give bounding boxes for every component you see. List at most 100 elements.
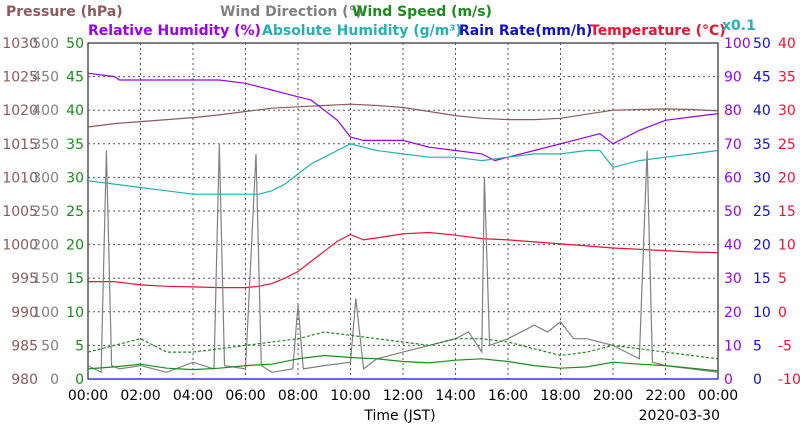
y-tick-label-relative-humidity: 80 <box>724 103 742 119</box>
y-tick-label-temperature: 0 <box>778 305 787 321</box>
x-tick-label: 00:00 <box>698 388 738 404</box>
y-tick-label-wind-direction: 350 <box>32 137 59 153</box>
y-tick-label-rain-rate: 35 <box>753 137 771 153</box>
y-tick-label-temperature: 35 <box>778 70 796 86</box>
x-tick-label: 22:00 <box>645 388 685 404</box>
y-tick-label-wind-direction: 500 <box>32 36 59 52</box>
x-tick-label: 04:00 <box>173 388 213 404</box>
x-tick-label: 08:00 <box>278 388 318 404</box>
series-line-wind-direction <box>87 143 719 374</box>
series-line-temperature-c <box>88 231 719 289</box>
y-tick-label-wind-speed: 20 <box>66 238 84 254</box>
x-tick-label: 14:00 <box>435 388 475 404</box>
y-tick-label-relative-humidity: 90 <box>724 70 742 86</box>
y-tick-label-temperature: 25 <box>778 137 796 153</box>
y-tick-label-relative-humidity: 50 <box>724 204 742 220</box>
y-tick-label-pressure: 1025 <box>2 70 38 86</box>
y-tick-label-pressure: 1030 <box>2 36 38 52</box>
y-tick-label-relative-humidity: 0 <box>724 372 733 388</box>
y-tick-label-wind-direction: 450 <box>32 70 59 86</box>
series-line-relative-humidity <box>87 72 719 162</box>
x-tick-label: 02:00 <box>120 388 160 404</box>
y-tick-label-wind-direction: 0 <box>50 372 59 388</box>
y-tick-label-rain-rate: 25 <box>753 204 771 220</box>
y-tick-label-wind-speed: 50 <box>66 36 84 52</box>
y-tick-label-temperature: 30 <box>778 103 796 119</box>
legend-entry: Temperature (°C) <box>590 23 726 39</box>
legend-entry: Absolute Humidity (g/m³) <box>262 23 462 39</box>
x-tick-label: 06:00 <box>225 388 265 404</box>
y-tick-label-relative-humidity: 40 <box>724 238 742 254</box>
series-line-wind-speed-gust <box>87 331 719 360</box>
scale-note: x0.1 <box>722 18 756 34</box>
y-tick-label-wind-speed: 45 <box>66 70 84 86</box>
chart-header: Pressure (hPa) Wind Direction (°)Wind Spe… <box>6 4 756 39</box>
y-tick-label-pressure: 1010 <box>2 170 38 186</box>
tick-labels: 00:00 02:00 04:00 06:00 08:00 10:00 12:00 14:00… <box>2 36 800 404</box>
series-line-wind-speed-m-s <box>87 354 719 372</box>
legend-entry: Wind Direction (°) <box>220 4 362 20</box>
y-tick-label-rain-rate: 0 <box>753 372 762 388</box>
date-label: 2020-03-30 <box>639 408 720 424</box>
y-tick-label-rain-rate: 30 <box>753 170 771 186</box>
y-tick-label-wind-direction: 250 <box>32 204 59 220</box>
x-tick-label: 12:00 <box>383 388 423 404</box>
y-tick-label-pressure: 990 <box>11 305 38 321</box>
y-tick-label-temperature: 5 <box>778 271 787 287</box>
y-tick-label-relative-humidity: 70 <box>724 137 742 153</box>
x-axis-label: Time (JST) <box>363 408 435 424</box>
y-tick-label-pressure: 1005 <box>2 204 38 220</box>
y-tick-label-temperature: 20 <box>778 170 796 186</box>
y-tick-label-relative-humidity: 100 <box>724 36 751 52</box>
y-tick-label-wind-speed: 30 <box>66 170 84 186</box>
y-tick-label-rain-rate: 45 <box>753 70 771 86</box>
y-tick-label-temperature: 10 <box>778 238 796 254</box>
y-tick-label-relative-humidity: 30 <box>724 271 742 287</box>
series-line-pressure-hpa <box>87 103 719 128</box>
y-tick-label-wind-speed: 25 <box>66 204 84 220</box>
y-tick-label-pressure: 1000 <box>2 238 38 254</box>
series-group <box>87 72 719 380</box>
x-tick-label: 10:00 <box>330 388 370 404</box>
y-tick-label-wind-speed: 15 <box>66 271 84 287</box>
legend-entry: Rain Rate(mm/h) <box>459 23 592 39</box>
y-tick-label-temperature: 40 <box>778 36 796 52</box>
y-tick-label-pressure: 1020 <box>2 103 38 119</box>
y-tick-label-wind-speed: 40 <box>66 103 84 119</box>
y-tick-label-relative-humidity: 10 <box>724 338 742 354</box>
y-tick-label-wind-speed: 35 <box>66 137 84 153</box>
x-tick-label: 00:00 <box>68 388 108 404</box>
y-tick-label-pressure: 1015 <box>2 137 38 153</box>
y-tick-label-relative-humidity: 20 <box>724 305 742 321</box>
y-tick-label-rain-rate: 20 <box>753 238 771 254</box>
y-tick-label-wind-direction: 200 <box>32 238 59 254</box>
y-tick-label-wind-direction: 150 <box>32 271 59 287</box>
y-tick-label-temperature: 15 <box>778 204 796 220</box>
y-tick-label-relative-humidity: 60 <box>724 170 742 186</box>
x-tick-label: 20:00 <box>593 388 633 404</box>
y-tick-label-wind-direction: 50 <box>41 338 59 354</box>
y-tick-label-pressure: 980 <box>11 372 38 388</box>
y-tick-label-rain-rate: 40 <box>753 103 771 119</box>
y-tick-label-wind-direction: 100 <box>32 305 59 321</box>
legend-entry: Wind Speed (m/s) <box>352 4 492 20</box>
y-tick-label-pressure: 995 <box>11 271 38 287</box>
y-tick-label-wind-direction: 400 <box>32 103 59 119</box>
legend-entry: Pressure (hPa) <box>6 4 123 20</box>
x-tick-label: 16:00 <box>488 388 528 404</box>
y-tick-label-temperature: -5 <box>778 338 792 354</box>
y-tick-label-rain-rate: 15 <box>753 271 771 287</box>
y-tick-label-pressure: 985 <box>11 338 38 354</box>
x-tick-label: 18:00 <box>540 388 580 404</box>
y-tick-label-rain-rate: 10 <box>753 305 771 321</box>
y-tick-label-wind-speed: 10 <box>66 305 84 321</box>
y-tick-label-wind-speed: 0 <box>75 372 84 388</box>
series-line-absolute-humidity-g-m <box>87 143 719 195</box>
y-tick-label-wind-direction: 300 <box>32 170 59 186</box>
y-tick-label-temperature: -10 <box>778 372 800 388</box>
y-tick-label-rain-rate: 5 <box>753 338 762 354</box>
y-tick-label-wind-speed: 5 <box>75 338 84 354</box>
y-tick-label-rain-rate: 50 <box>753 36 771 52</box>
legend-entry: Relative Humidity (%) <box>88 23 261 39</box>
